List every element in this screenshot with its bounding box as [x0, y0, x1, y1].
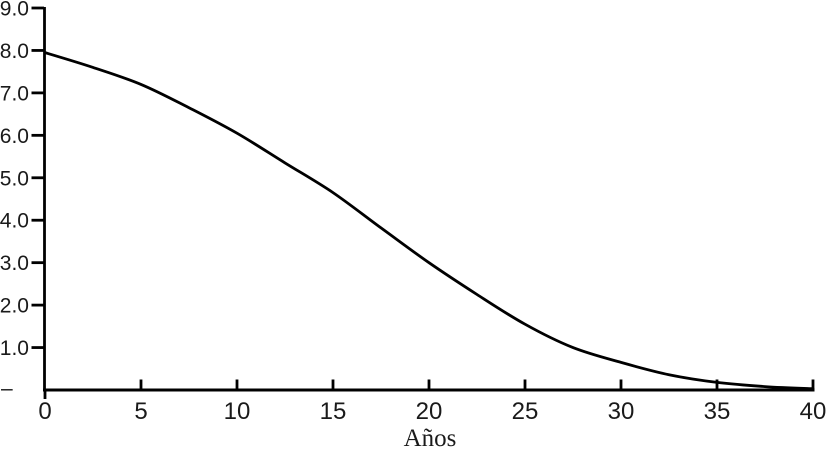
x-tick-label: 0	[38, 398, 51, 425]
data-curve	[43, 51, 815, 391]
y-tick-label: 5.0	[0, 167, 29, 190]
x-tick-label: 25	[512, 398, 539, 425]
y-tick-label: 6.0	[0, 125, 29, 148]
y-tick-label: 2.0	[0, 295, 29, 318]
x-tick-label: 30	[608, 398, 635, 425]
y-tick-label: 4.0	[0, 210, 29, 233]
y-tick-label: 7.0	[0, 82, 29, 105]
x-tick-label: 10	[224, 398, 251, 425]
y-tick-label: 9.0	[0, 0, 29, 21]
x-tick-label: 40	[800, 398, 827, 425]
y-tick-label: 3.0	[0, 252, 29, 275]
x-tick-label: 5	[134, 398, 147, 425]
x-tick-label: 35	[704, 398, 731, 425]
x-tick-label: 20	[416, 398, 443, 425]
y-zero-dash-label: –	[1, 377, 13, 400]
x-tick-label: 15	[320, 398, 347, 425]
x-axis-title: Años	[404, 425, 457, 452]
y-tick-label: 1.0	[0, 337, 29, 360]
y-tick-label: 8.0	[0, 40, 29, 63]
